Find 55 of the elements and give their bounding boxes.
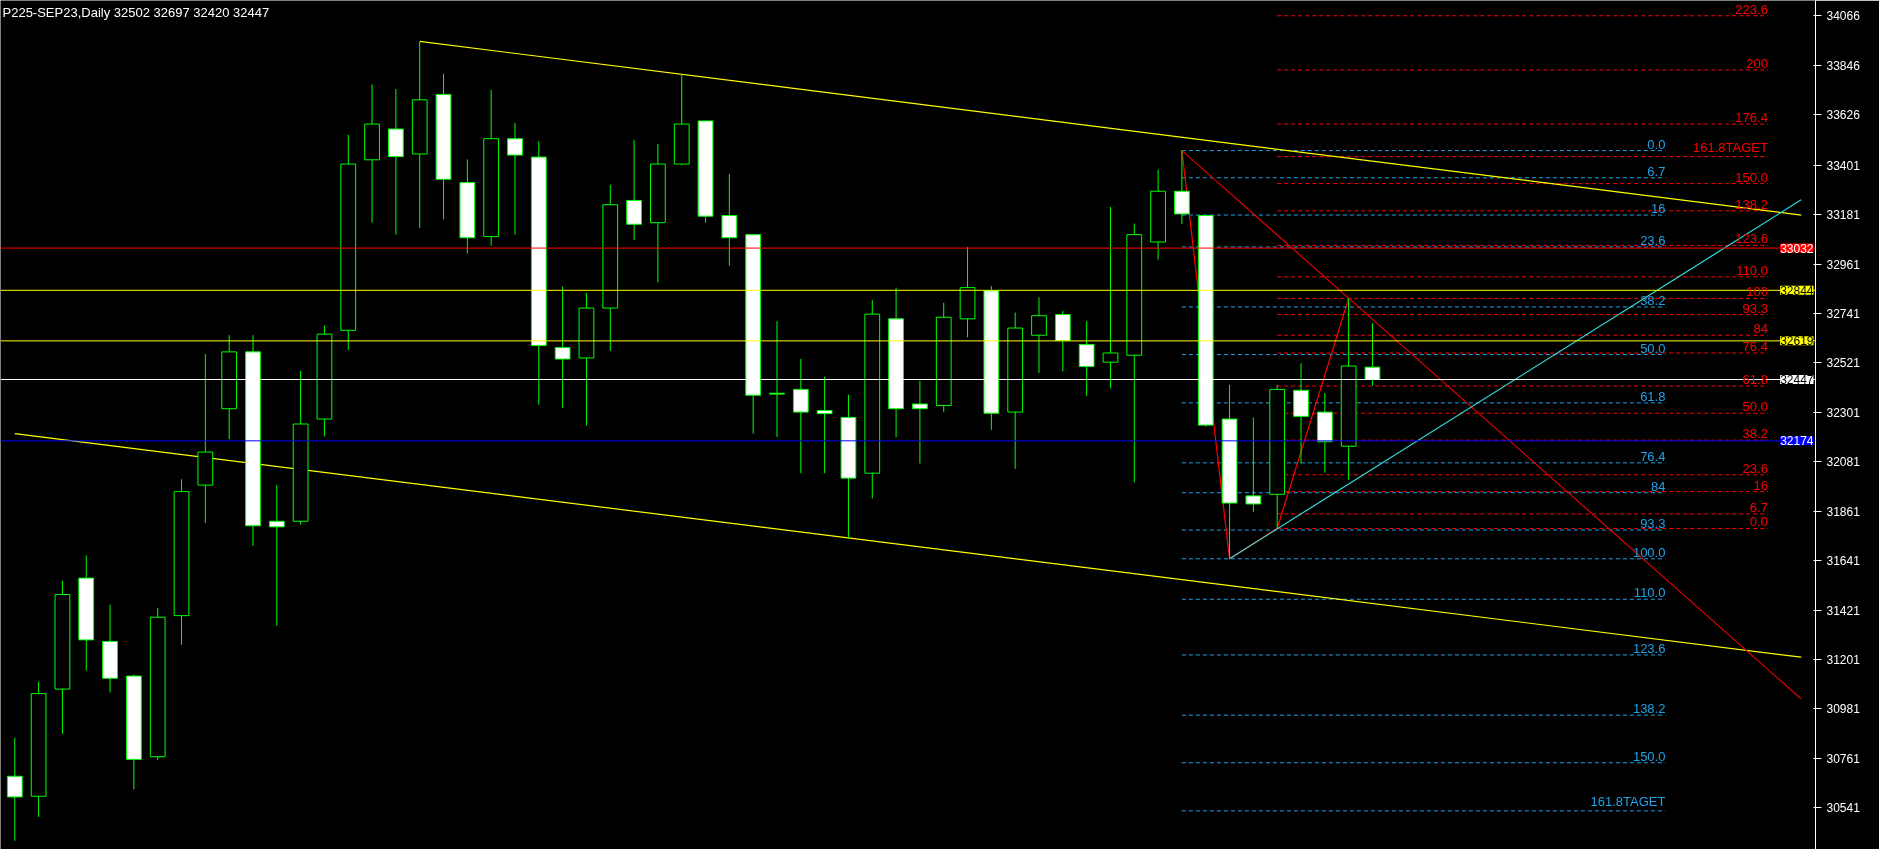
annotation: 223.6 [1735,1,1768,17]
y-tick-label: 32301 [1826,405,1861,420]
annotation: 23.6 [1640,232,1666,248]
ref-line-label: 33032 [1780,241,1814,256]
y-tick-label: 31861 [1826,504,1861,519]
y-tick-label: 32741 [1826,306,1861,321]
annotation: 0.0 [1749,514,1768,530]
ref-line-label: 32174 [1780,434,1814,449]
annotation: 150.0 [1735,169,1768,185]
annotation: 93.3 [1640,516,1666,532]
ref-line-label: 32447 [1780,373,1814,388]
annotation: 161.8TAGET [1692,139,1768,155]
annotation: 110.0 [1633,585,1666,601]
y-tick-label: 30541 [1826,801,1861,816]
annotation: 138.2 [1735,196,1768,212]
annotation: 84 [1753,321,1768,337]
annotation: 23.6 [1742,460,1768,476]
y-tick-label: 30761 [1826,751,1861,766]
annotation: 6.7 [1647,163,1666,179]
annotation: 110.0 [1736,262,1768,278]
annotation: 16 [1650,201,1666,217]
annotation: 76.4 [1640,448,1666,464]
annotation: 61.8 [1640,388,1666,404]
ref-line-label: 32844 [1780,283,1814,298]
annotation: 123.6 [1735,231,1768,247]
y-tick-label: 33846 [1826,58,1861,73]
y-tick-label: 33626 [1826,108,1861,123]
annotation: 123.6 [1632,640,1666,656]
ref-line-label: 32619 [1780,334,1814,349]
y-tick-label: 32961 [1826,257,1861,272]
annotation: 50.0 [1640,340,1666,356]
annotation: 138.2 [1632,701,1666,717]
y-tick-label: 32081 [1826,455,1861,470]
annotation: 76.4 [1742,339,1768,354]
annotation: 161.8TAGET [1590,793,1666,809]
annotation: 84 [1650,478,1666,494]
y-tick-label: 31641 [1826,554,1861,569]
annotation: 6.7 [1749,499,1768,515]
annotation: 93.3 [1742,300,1768,316]
y-tick-label: 30981 [1826,702,1861,717]
annotation: 176.4 [1735,110,1768,126]
annotation: 16 [1753,477,1768,493]
y-tick-label: 31421 [1826,603,1861,618]
annotation: 0.0 [1647,136,1666,152]
annotation: 50.0 [1742,399,1768,415]
y-tick-label: 32521 [1826,356,1861,371]
annotation: 38.2 [1742,426,1768,442]
y-tick-label: 33401 [1826,158,1861,173]
y-tick-label: 33181 [1826,208,1861,223]
y-tick-label: 31201 [1826,652,1861,667]
annotation: 150.0 [1632,748,1666,764]
annotation: 100.0 [1632,544,1666,560]
chart-title: P225-SEP23,Daily 32502 32697 32420 32447 [2,4,270,20]
y-tick-label: 34066 [1826,9,1861,24]
annotation: 200 [1746,55,1768,71]
